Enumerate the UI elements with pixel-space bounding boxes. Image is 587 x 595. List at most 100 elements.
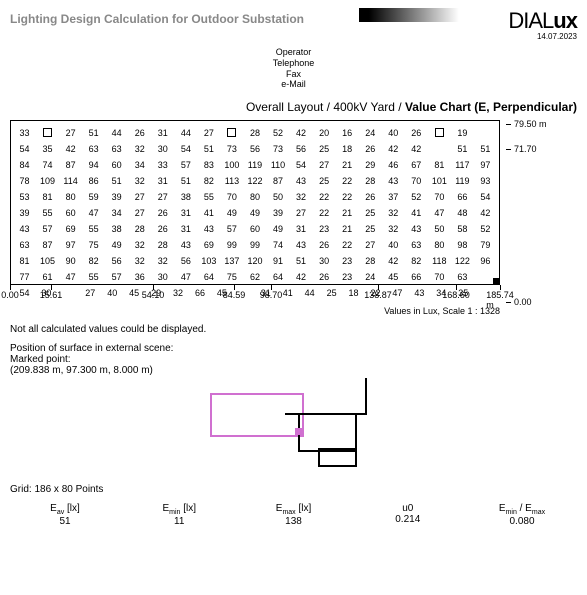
table-cell: 63 — [407, 240, 426, 250]
table-cell: 51 — [476, 144, 495, 154]
table-cell: 43 — [407, 224, 426, 234]
table-cell: 122 — [453, 256, 472, 266]
table-cell: 39 — [107, 192, 126, 202]
table-cell: 30 — [153, 144, 172, 154]
table-cell: 16 — [338, 128, 357, 138]
table-cell: 105 — [38, 256, 57, 266]
table-cell: 64 — [269, 272, 288, 282]
table-cell: 96 — [476, 256, 495, 266]
table-row: 3955604734272631414949392722212532414748… — [15, 205, 495, 221]
table-cell: 25 — [361, 224, 380, 234]
table-cell: 47 — [61, 272, 80, 282]
table-cell: 84 — [15, 160, 34, 170]
table-cell: 38 — [176, 192, 195, 202]
doc-title: Lighting Design Calculation for Outdoor … — [10, 8, 310, 26]
table-cell: 54 — [15, 144, 34, 154]
table-cell: 33 — [153, 160, 172, 170]
table-cell: 62 — [245, 272, 264, 282]
table-cell: 45 — [384, 272, 403, 282]
table-cell: 27 — [61, 128, 80, 138]
scene-diagram — [210, 378, 460, 478]
table-row: 8110590825632325610313712091513023284282… — [15, 253, 495, 269]
table-cell: 97 — [61, 240, 80, 250]
table-cell: 47 — [430, 208, 449, 218]
table-cell: 19 — [453, 128, 472, 138]
table-cell — [38, 128, 57, 139]
table-cell: 43 — [176, 240, 195, 250]
x-label: 98.70 — [260, 290, 283, 300]
table-cell: 60 — [245, 224, 264, 234]
table-cell: 22 — [338, 176, 357, 186]
table-cell: 113 — [222, 176, 241, 186]
table-cell: 36 — [130, 272, 149, 282]
marked-point-icon — [295, 428, 302, 435]
table-cell: 27 — [130, 208, 149, 218]
table-cell: 70 — [430, 272, 449, 282]
table-cell: 77 — [15, 272, 34, 282]
op-line: e-Mail — [10, 79, 577, 90]
table-cell: 117 — [453, 160, 472, 170]
table-cell: 40 — [384, 240, 403, 250]
table-cell: 38 — [107, 224, 126, 234]
note: Not all calculated values could be displ… — [10, 324, 577, 335]
table-cell: 93 — [476, 176, 495, 186]
table-cell: 100 — [222, 160, 241, 170]
x-label: 0.00 — [1, 290, 19, 300]
stat-v: 51 — [20, 516, 110, 527]
table-cell: 57 — [107, 272, 126, 282]
gradient-bar — [359, 8, 459, 22]
table-cell: 82 — [407, 256, 426, 266]
stat-v: 0.214 — [363, 514, 453, 525]
table-cell: 21 — [338, 224, 357, 234]
stat-h: Eav [lx] — [20, 503, 110, 516]
table-cell: 27 — [130, 192, 149, 202]
table-row: 3327514426314427285242201624402619 — [15, 125, 495, 141]
table-cell: 51 — [292, 256, 311, 266]
table-cell: 31 — [176, 224, 195, 234]
scale-text: Values in Lux, Scale 1 : 1328 — [10, 306, 500, 316]
table-cell: 57 — [38, 224, 57, 234]
position-block: Position of surface in external scene: M… — [10, 343, 577, 376]
table-cell: 34 — [107, 208, 126, 218]
y-label: 71.70 — [506, 145, 547, 154]
table-cell: 119 — [453, 176, 472, 186]
table-cell: 33 — [15, 128, 34, 138]
table-cell: 26 — [153, 208, 172, 218]
table-cell: 54 — [476, 192, 495, 202]
op-line: Operator — [10, 47, 577, 58]
table-cell: 39 — [269, 208, 288, 218]
table-cell: 49 — [107, 240, 126, 250]
table-cell: 32 — [384, 208, 403, 218]
table-cell: 56 — [176, 256, 195, 266]
brand-logo: DIALux — [508, 8, 577, 34]
table-cell: 86 — [84, 176, 103, 186]
table-cell: 50 — [269, 192, 288, 202]
y-label: 79.50 m — [506, 120, 547, 129]
table-cell: 32 — [130, 240, 149, 250]
table-cell: 58 — [453, 224, 472, 234]
table-cell: 81 — [38, 192, 57, 202]
table-cell: 87 — [38, 240, 57, 250]
table-cell: 52 — [407, 192, 426, 202]
table-cell: 99 — [245, 240, 264, 250]
table-cell: 39 — [15, 208, 34, 218]
table-cell: 27 — [199, 128, 218, 138]
table-cell — [430, 128, 449, 139]
table-cell: 59 — [84, 192, 103, 202]
table-cell: 30 — [315, 256, 334, 266]
table-cell: 122 — [245, 176, 264, 186]
table-cell: 28 — [245, 128, 264, 138]
chart-title: Overall Layout / 400kV Yard / Value Char… — [10, 100, 577, 114]
table-cell: 61 — [38, 272, 57, 282]
stat-h: Emin [lx] — [134, 503, 224, 516]
table-cell: 32 — [384, 224, 403, 234]
table-cell: 83 — [199, 160, 218, 170]
table-cell: 27 — [361, 240, 380, 250]
table-cell: 99 — [222, 240, 241, 250]
table-cell: 87 — [61, 160, 80, 170]
table-cell: 43 — [292, 176, 311, 186]
table-cell: 26 — [153, 224, 172, 234]
table-cell: 22 — [315, 192, 334, 202]
x-label: 138.87 — [364, 290, 392, 300]
table-cell: 34 — [130, 160, 149, 170]
